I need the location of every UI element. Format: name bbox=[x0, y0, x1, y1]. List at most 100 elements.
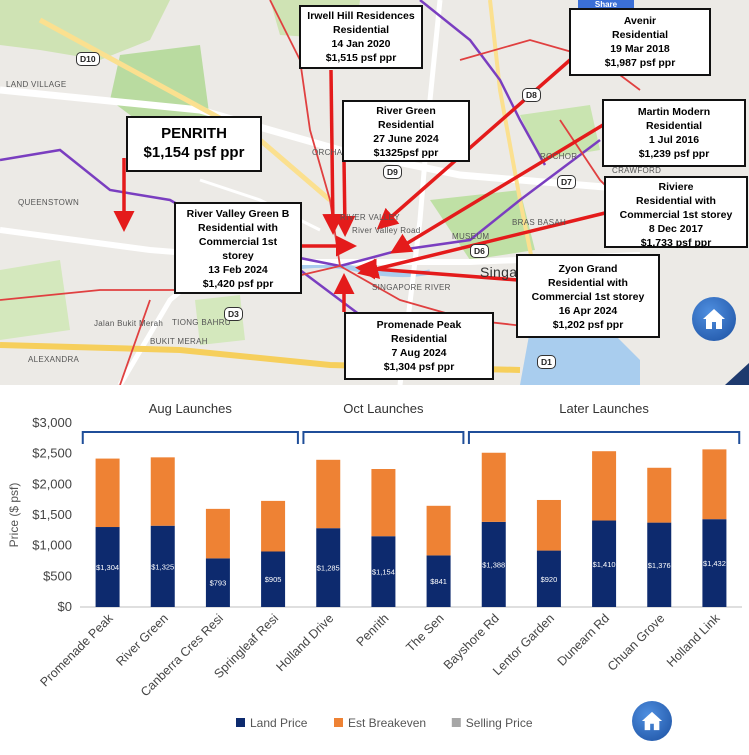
callout-line: $1,239 psf ppr bbox=[638, 148, 710, 160]
chart-canvas: $0 $500 $1,000 $1,500 $2,000 $2,500 $3,000 Pric… bbox=[7, 401, 742, 730]
callout-line: Commercial 1st bbox=[198, 236, 278, 248]
bar-est-breakeven bbox=[150, 457, 175, 526]
callout-line: Irwell Hill Residences bbox=[307, 10, 415, 22]
callout-line: Avenir bbox=[623, 15, 657, 27]
callout-river-green: River Green Residential 27 June 2024 $13… bbox=[342, 100, 470, 162]
bar-est-breakeven bbox=[426, 505, 451, 556]
bar-land-price bbox=[95, 527, 120, 607]
callout-line: 13 Feb 2024 bbox=[208, 264, 268, 276]
home-button[interactable] bbox=[692, 297, 736, 341]
bar-land-price bbox=[481, 521, 506, 607]
callout-line: $1,420 psf ppr bbox=[202, 278, 274, 290]
bar-est-breakeven bbox=[536, 499, 561, 551]
district-badge-d3: D3 bbox=[224, 307, 243, 321]
bar-land-price bbox=[592, 520, 617, 607]
callout-line: Residential bbox=[390, 333, 448, 345]
callout-line: Residential with bbox=[548, 277, 628, 289]
legend-swatch bbox=[451, 718, 461, 727]
callout-line: Residential with bbox=[198, 222, 278, 234]
map-label-museum: MUSEUM bbox=[452, 232, 490, 241]
home-icon bbox=[641, 711, 663, 731]
bar-est-breakeven bbox=[205, 508, 230, 559]
home-icon bbox=[703, 309, 725, 329]
price-chart: $0 $500 $1,000 $1,500 $2,000 $2,500 $3,000 Pric… bbox=[0, 385, 749, 750]
x-tick-label: Dunearn Rd bbox=[555, 611, 613, 669]
data-label: $793 bbox=[210, 579, 227, 588]
callout-line: $1,154 psf ppr bbox=[143, 144, 245, 161]
district-badge-d1: D1 bbox=[537, 355, 556, 369]
location-map: LAND VILLAGE QUEENSTOWN ALEXANDRA TIONG … bbox=[0, 0, 749, 385]
map-label-singapore-river: SINGAPORE RIVER bbox=[372, 283, 451, 292]
data-label: $1,410 bbox=[593, 560, 616, 569]
callout-line: Residential bbox=[377, 119, 435, 131]
map-label-jalan-bukit-merah: Jalan Bukit Merah bbox=[94, 319, 164, 328]
data-label: $1,388 bbox=[482, 560, 505, 569]
callout-martin-modern: Martin Modern Residential 1 Jul 2016 $1,… bbox=[602, 99, 746, 167]
map-label-crawford: CRAWFORD bbox=[612, 166, 662, 175]
bar-land-price bbox=[647, 522, 672, 607]
callout-line: 1 Jul 2016 bbox=[648, 134, 700, 146]
district-badge-d10: D10 bbox=[76, 52, 100, 66]
callout-line: 7 Aug 2024 bbox=[391, 347, 447, 359]
map-label-queenstown: QUEENSTOWN bbox=[18, 198, 80, 207]
y-tick-label: $1,500 bbox=[32, 507, 72, 522]
callout-line: River Valley Green B bbox=[186, 208, 290, 220]
x-tick-label: Holland Link bbox=[664, 611, 723, 670]
callout-penrith: PENRITH $1,154 psf ppr bbox=[126, 116, 262, 172]
callout-line: $1,987 psf ppr bbox=[604, 57, 676, 69]
callout-riviere: Riviere Residential with Commercial 1st … bbox=[604, 176, 748, 249]
bar-est-breakeven bbox=[95, 458, 120, 528]
bar-est-breakeven bbox=[316, 459, 341, 529]
bar-land-price bbox=[702, 519, 727, 607]
map-label-singa: Singa bbox=[480, 264, 518, 280]
y-tick-label: $500 bbox=[43, 568, 72, 583]
district-badge-d9: D9 bbox=[383, 165, 402, 179]
home-button[interactable] bbox=[632, 701, 672, 741]
x-tick-label: The Sen bbox=[403, 611, 446, 654]
callout-promenade-peak: Promenade Peak Residential 7 Aug 2024 $1… bbox=[344, 312, 494, 380]
callout-irwell-hill: Irwell Hill Residences Residential 14 Ja… bbox=[299, 5, 423, 69]
bar-land-price bbox=[150, 525, 175, 607]
park-area bbox=[0, 0, 170, 60]
map-label-tiong-bahru: TIONG BAHRU bbox=[172, 318, 231, 327]
data-label: $1,432 bbox=[703, 559, 726, 568]
bar-land-price bbox=[205, 558, 230, 607]
district-boundary bbox=[339, 139, 601, 268]
callout-line: 8 Dec 2017 bbox=[648, 223, 704, 235]
arrow-riviere bbox=[357, 211, 606, 279]
road bbox=[488, 0, 542, 301]
group-label: Later Launches bbox=[559, 401, 649, 416]
x-tick-label: Holland Drive bbox=[273, 611, 336, 674]
planning-boundary bbox=[119, 299, 151, 385]
callout-zyon-grand: Zyon Grand Residential with Commercial 1… bbox=[516, 254, 660, 338]
map-label-bras-basah: BRAS BASAH bbox=[512, 218, 567, 227]
legend-swatch bbox=[236, 718, 245, 727]
group-bracket bbox=[81, 431, 299, 444]
map-label-bukit-merah: BUKIT MERAH bbox=[150, 337, 208, 346]
data-label: $1,285 bbox=[317, 564, 340, 573]
callout-line: Riviere bbox=[658, 181, 694, 193]
road bbox=[0, 86, 641, 194]
callout-line: 19 Mar 2018 bbox=[610, 43, 670, 55]
map-label-river-valley-road: River Valley Road bbox=[352, 226, 421, 235]
y-tick-label: $1,000 bbox=[32, 538, 72, 553]
group-label: Oct Launches bbox=[343, 401, 424, 416]
district-badge-d8: D8 bbox=[522, 88, 541, 102]
callout-avenir: Avenir Residential 19 Mar 2018 $1,987 ps… bbox=[569, 8, 711, 76]
x-tick-label: Bayshore Rd bbox=[441, 611, 502, 672]
callout-line: Residential bbox=[611, 29, 669, 41]
y-tick-label: $2,500 bbox=[32, 446, 72, 461]
group-label: Aug Launches bbox=[149, 401, 233, 416]
data-label: $841 bbox=[430, 577, 447, 586]
planning-boundary bbox=[339, 265, 561, 331]
bar-est-breakeven bbox=[647, 467, 672, 523]
x-tick-label: Chuan Grove bbox=[605, 611, 668, 674]
data-label: $1,154 bbox=[372, 568, 395, 577]
map-label-rochor: ROCHOR bbox=[540, 152, 578, 161]
share-button[interactable]: Share bbox=[578, 0, 634, 9]
arrow-irwell-hill bbox=[322, 69, 344, 235]
callout-line: Zyon Grand bbox=[558, 263, 618, 275]
callout-line: $1,304 psf ppr bbox=[383, 361, 455, 373]
x-tick-label: River Green bbox=[113, 611, 171, 669]
bar-land-price bbox=[316, 528, 341, 607]
